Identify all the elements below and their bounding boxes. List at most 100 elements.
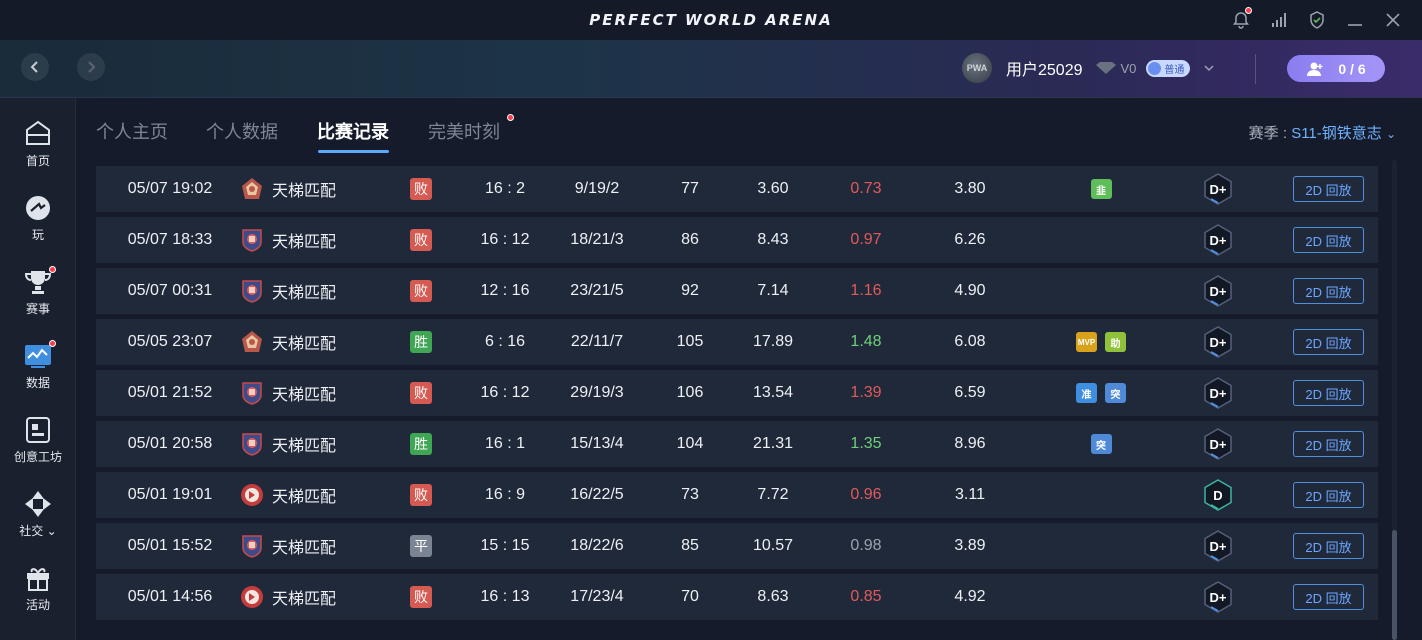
rank-label: D+ xyxy=(1209,232,1227,248)
badge-group xyxy=(1056,574,1146,620)
result-badge: 胜 xyxy=(410,331,432,353)
replay-cell: 2D 回放 xyxy=(1293,370,1364,416)
rank-label: D xyxy=(1213,487,1223,503)
rank-hexagon-icon xyxy=(1204,377,1232,409)
tab-perfect-moments[interactable]: 完美时刻 xyxy=(428,122,500,142)
sidebar-item-events[interactable]: 赛事 xyxy=(0,266,76,328)
match-row[interactable]: 05/01 20:58 天梯匹配 胜 16 : 1 15/13/4 104 21.31 1.3… xyxy=(96,421,1378,467)
scrollbar-thumb[interactable] xyxy=(1392,530,1397,640)
team-button[interactable]: 0 / 6 xyxy=(1287,55,1385,82)
rank-label: D+ xyxy=(1209,538,1227,554)
match-row[interactable]: 05/01 15:52 天梯匹配 平 15 : 15 18/22/6 85 10.57 0.9… xyxy=(96,523,1378,569)
achievement-badge: 突 xyxy=(1090,434,1112,454)
replay-2d-button[interactable]: 2D 回放 xyxy=(1293,533,1364,559)
replay-2d-button[interactable]: 2D 回放 xyxy=(1293,584,1364,610)
replay-cell: 2D 回放 xyxy=(1293,217,1364,263)
team-count: 0 / 6 xyxy=(1338,60,1366,77)
achievement-badge: 助 xyxy=(1105,332,1126,352)
match-row[interactable]: 05/07 19:02 天梯匹配 败 16 : 2 9/19/2 77 3.60 0.73 3.… xyxy=(96,166,1378,212)
rank-badge: D+ xyxy=(1200,523,1236,569)
rank-label: D+ xyxy=(1209,334,1227,350)
chevron-down-icon[interactable] xyxy=(1204,64,1214,72)
verified-icon[interactable] xyxy=(1306,9,1328,31)
rating: 17.89 xyxy=(752,333,794,350)
rating: 21.31 xyxy=(752,435,794,452)
rank-hexagon-icon xyxy=(1204,581,1232,613)
kr-ratio: 1.35 xyxy=(850,435,882,452)
achievement-badge: MVP xyxy=(1076,332,1097,352)
kr-ratio: 0.96 xyxy=(850,486,882,503)
back-button[interactable] xyxy=(21,53,49,81)
match-mode: 天梯匹配 xyxy=(272,489,337,506)
match-date: 05/05 23:07 xyxy=(127,333,213,350)
mirage-icon xyxy=(238,166,266,212)
close-icon[interactable] xyxy=(1382,9,1404,31)
match-row[interactable]: 05/01 14:56 天梯匹配 败 16 : 13 17/23/4 70 8.63 0.85… xyxy=(96,574,1378,620)
gift-icon xyxy=(22,562,54,594)
tab-match-history[interactable]: 比赛记录 xyxy=(317,122,389,142)
kda: 18/21/3 xyxy=(570,231,624,248)
match-score: 16 : 2 xyxy=(484,180,526,197)
result-badge: 败 xyxy=(410,484,432,506)
rws: 6.08 xyxy=(954,333,986,350)
replay-2d-button[interactable]: 2D 回放 xyxy=(1293,227,1364,253)
rating: 13.54 xyxy=(752,384,794,401)
minimize-icon[interactable] xyxy=(1344,9,1366,31)
match-mode: 天梯匹配 xyxy=(272,336,337,353)
sidebar-item-data[interactable]: 数据 xyxy=(0,340,76,402)
match-row[interactable]: 05/01 19:01 天梯匹配 败 16 : 9 16/22/5 73 7.72 0.96 3… xyxy=(96,472,1378,518)
user-profile[interactable]: PWA 用户25029 V0 普通 xyxy=(962,53,1214,83)
season-selector[interactable]: 赛季 : S11-钢铁意志 ⌄ xyxy=(1249,122,1396,143)
notification-dot xyxy=(49,266,56,273)
avatar[interactable]: PWA xyxy=(962,53,992,83)
match-row[interactable]: 05/01 21:52 天梯匹配 败 16 : 12 29/19/3 106 13.54 1.… xyxy=(96,370,1378,416)
replay-cell: 2D 回放 xyxy=(1293,472,1364,518)
season-prefix: 赛季 : xyxy=(1248,125,1292,142)
sidebar-item-social[interactable]: 社交 ⌄ xyxy=(0,488,76,550)
tab-personal-data[interactable]: 个人数据 xyxy=(206,122,278,142)
replay-2d-button[interactable]: 2D 回放 xyxy=(1293,278,1364,304)
replay-cell: 2D 回放 xyxy=(1293,319,1364,365)
match-list: 05/07 19:02 天梯匹配败 16 : 2 9/19/2 77 3.60 0.73 3.… xyxy=(96,160,1378,640)
signal-icon[interactable] xyxy=(1268,9,1290,31)
username: 用户25029 xyxy=(1006,62,1083,79)
replay-2d-button[interactable]: 2D 回放 xyxy=(1293,176,1364,202)
sidebar-item-play[interactable]: 玩 xyxy=(0,192,76,254)
replay-2d-button[interactable]: 2D 回放 xyxy=(1293,482,1364,508)
result-badge: 败 xyxy=(410,280,432,302)
play-icon xyxy=(22,192,54,224)
notification-bell-icon[interactable] xyxy=(1230,7,1252,31)
match-row[interactable]: 05/07 00:31 天梯匹配 败 12 : 16 23/21/5 92 7.14 1.16… xyxy=(96,268,1378,314)
match-date: 05/01 14:56 xyxy=(127,588,213,605)
replay-2d-button[interactable]: 2D 回放 xyxy=(1293,380,1364,406)
inferno-icon xyxy=(238,523,266,569)
kda: 16/22/5 xyxy=(570,486,624,503)
rank-label: D+ xyxy=(1209,283,1227,299)
replay-2d-button[interactable]: 2D 回放 xyxy=(1293,431,1364,457)
result-badge: 平 xyxy=(410,535,432,557)
inferno-icon xyxy=(238,217,266,263)
sidebar-label: 数据 xyxy=(25,376,50,390)
sidebar-item-home[interactable]: 首页 xyxy=(0,118,76,180)
result-badge: 败 xyxy=(410,229,432,251)
rws: 3.11 xyxy=(955,486,985,503)
rating: 10.57 xyxy=(752,537,794,554)
vip-diamond-icon xyxy=(1095,62,1116,74)
rating: 3.60 xyxy=(757,180,789,197)
tab-bar: 个人主页 个人数据 比赛记录 完美时刻 赛季 : S11-钢铁意志 ⌄ xyxy=(96,98,1406,160)
result-badge: 败 xyxy=(410,586,432,608)
scrollbar-track[interactable] xyxy=(1392,160,1397,640)
adr: 106 xyxy=(676,384,704,401)
replay-2d-button[interactable]: 2D 回放 xyxy=(1293,329,1364,355)
sidebar-item-workshop[interactable]: 创意工坊 xyxy=(0,414,76,476)
match-row[interactable]: 05/05 23:07 天梯匹配 胜 6 : 16 22/11/7 105 17.89 1.4… xyxy=(96,319,1378,365)
match-mode: 天梯匹配 xyxy=(272,234,337,251)
match-row[interactable]: 05/07 18:33 天梯匹配 败 16 : 12 18/21/3 86 8.43 0.97… xyxy=(96,217,1378,263)
result-cell: 胜 xyxy=(410,421,432,467)
replay-cell: 2D 回放 xyxy=(1293,268,1364,314)
tab-profile[interactable]: 个人主页 xyxy=(96,122,168,142)
tab-active-indicator xyxy=(318,150,389,153)
forward-button[interactable] xyxy=(77,53,105,81)
notification-dot xyxy=(49,340,56,347)
sidebar-item-activity[interactable]: 活动 xyxy=(0,562,76,624)
